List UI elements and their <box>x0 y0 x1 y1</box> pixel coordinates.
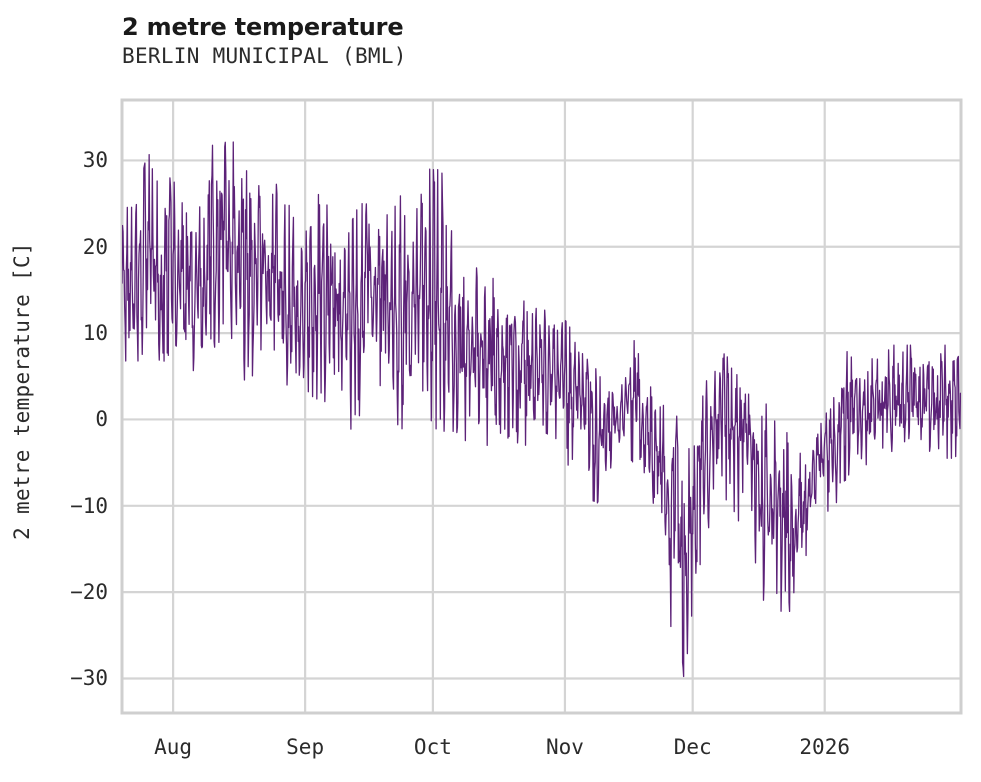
y-tick-label: −10 <box>70 493 108 518</box>
title-block: 2 metre temperature BERLIN MUNICIPAL (BM… <box>122 14 822 69</box>
y-tick-label: 30 <box>82 148 108 173</box>
gridlines <box>122 100 961 713</box>
x-tick-label: Nov <box>545 735 584 759</box>
x-tick-label: 2026 <box>799 735 850 759</box>
y-tick-label: 10 <box>82 321 108 346</box>
x-tick-label: Aug <box>154 735 193 759</box>
y-tick-label: −20 <box>70 580 108 605</box>
plot-border <box>120 98 963 715</box>
x-tick-label: Oct <box>413 735 452 759</box>
y-tick-label: −30 <box>70 666 108 691</box>
data-series <box>122 141 961 678</box>
x-tick-label: Sep <box>286 735 325 759</box>
page-title: 2 metre temperature <box>122 13 404 41</box>
y-axis-tick-labels: 30 20 10 0 −10 −20 −30 <box>0 0 108 782</box>
chart-subtitle: BERLIN MUNICIPAL (BML) <box>122 43 407 68</box>
x-tick-label: Dec <box>673 735 712 759</box>
series-line <box>122 141 961 678</box>
y-tick-label: 20 <box>82 234 108 259</box>
y-tick-label: 0 <box>95 407 108 432</box>
